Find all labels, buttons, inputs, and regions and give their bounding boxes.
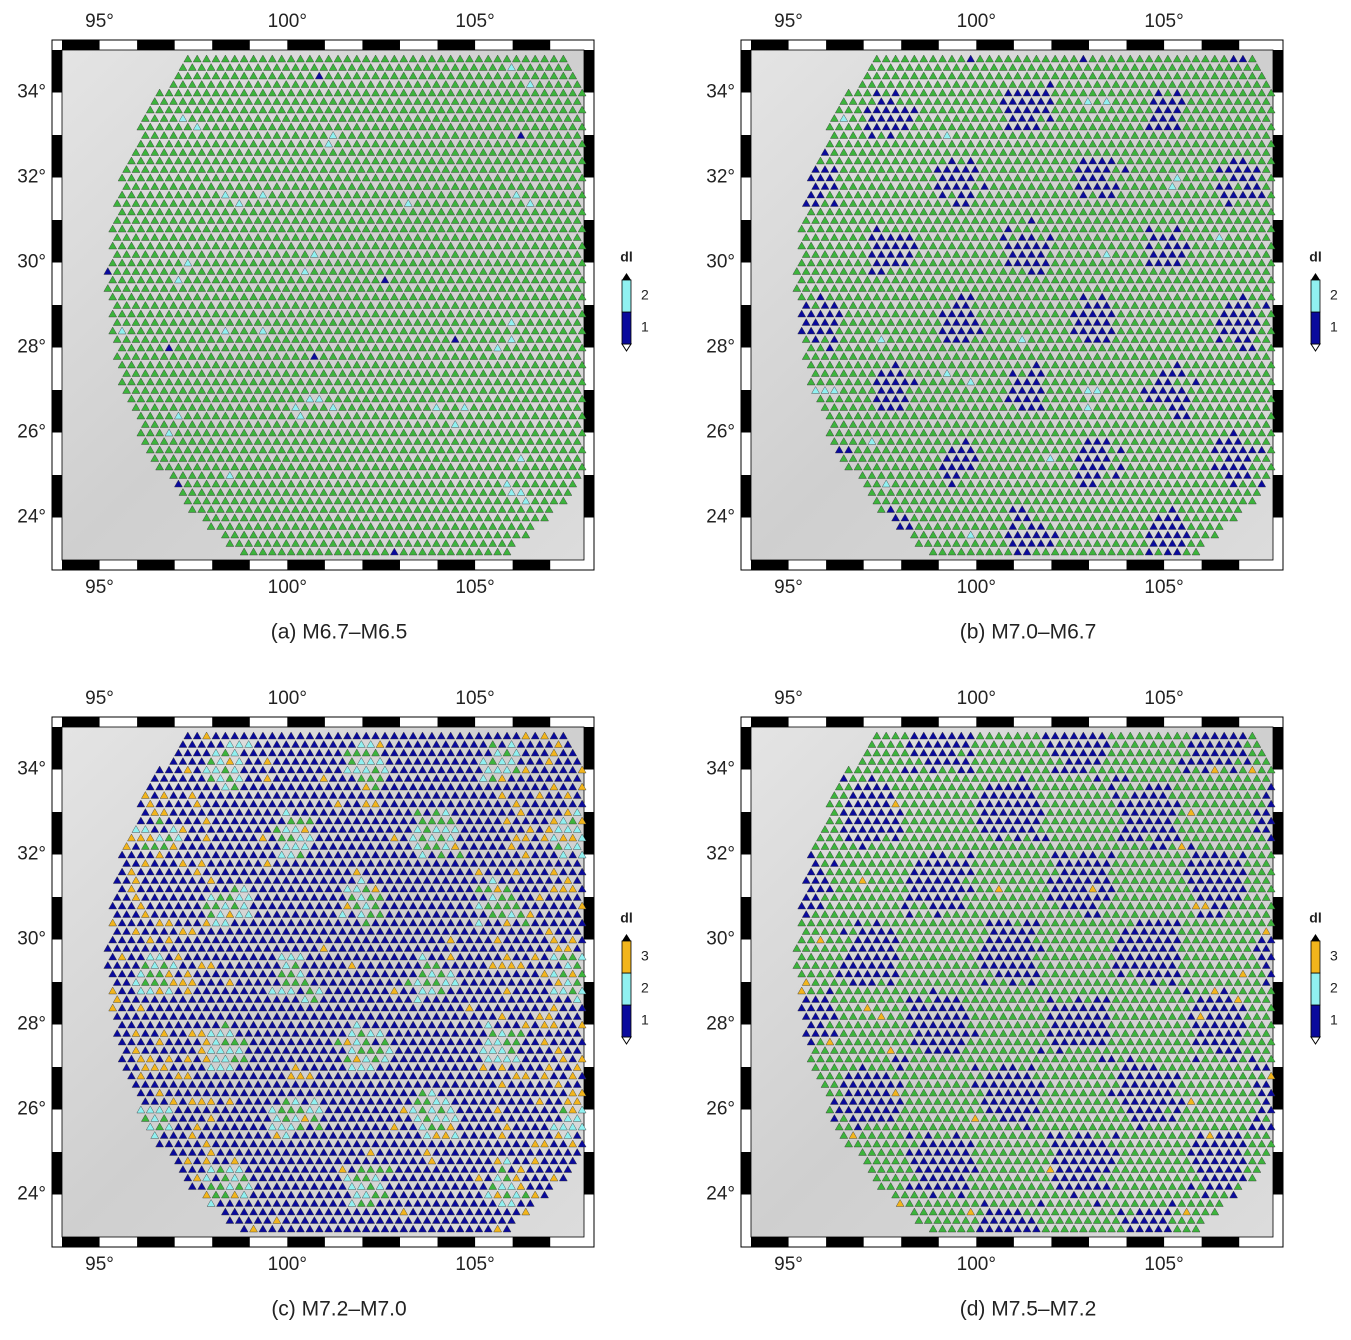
frame-segment (1127, 560, 1165, 570)
y-tick-label: 30° (706, 252, 735, 273)
frame-segment (1051, 560, 1089, 570)
frame-segment (52, 135, 62, 178)
frame-segment (584, 50, 594, 93)
frame-segment (751, 560, 789, 570)
frame-segment (137, 40, 175, 50)
frame-segment (826, 560, 864, 570)
x-tick-label: 100° (268, 577, 307, 598)
frame-segment (212, 40, 250, 50)
y-tick-label: 26° (17, 422, 46, 443)
frame-segment (1051, 40, 1089, 50)
x-tick-label: 105° (1144, 577, 1183, 598)
frame-segment (438, 40, 476, 50)
y-tick-label: 32° (706, 167, 735, 188)
frame-segment (1202, 560, 1240, 570)
frame-segment (1202, 40, 1240, 50)
frame-segment (584, 135, 594, 178)
frame-segment (52, 475, 62, 518)
y-tick-label: 28° (706, 337, 735, 358)
frame-segment (52, 220, 62, 263)
frame-segment (137, 560, 175, 570)
y-tick-label: 24° (17, 507, 46, 528)
frame-segment (513, 560, 551, 570)
x-tick-label: 100° (957, 577, 996, 598)
frame-segment (741, 475, 751, 518)
frame-segment (826, 40, 864, 50)
y-tick-label: 32° (17, 167, 46, 188)
frame-segment (1273, 390, 1283, 433)
map-panel: 95° 95° 100° 100° 105° 105° 24° 26° 28° 30° 32° 34°… (17, 11, 649, 644)
map-panel: 95° 95° 100° 100° 105° 105° 24° 26° 28° 30° 32° 34°… (706, 11, 1338, 644)
x-tick-label: 105° (455, 577, 494, 598)
x-tick-label: 95° (774, 11, 803, 32)
frame-segment (212, 560, 250, 570)
y-tick-label: 30° (17, 252, 46, 273)
frame-segment (584, 390, 594, 433)
frame-segment (1273, 220, 1283, 263)
colorbar-tick-label: 1 (641, 319, 649, 335)
x-tick-label: 100° (268, 11, 307, 32)
frame-segment (62, 40, 100, 50)
frame-segment (741, 305, 751, 348)
frame-segment (287, 40, 325, 50)
frame-segment (1127, 40, 1165, 50)
frame-segment (741, 135, 751, 178)
frame-segment (1273, 50, 1283, 93)
figure: 95° 95° 100° 100° 105° 105° 24° 26° 28° 30° 32° 34°… (0, 0, 1351, 1335)
x-tick-label: 100° (957, 11, 996, 32)
frame-segment (438, 560, 476, 570)
y-tick-label: 26° (706, 422, 735, 443)
colorbar-tick-label: 2 (641, 287, 649, 303)
x-tick-label: 95° (774, 577, 803, 598)
frame-segment (1273, 475, 1283, 518)
frame-segment (287, 560, 325, 570)
frame-segment (584, 475, 594, 518)
frame-segment (741, 390, 751, 433)
frame-segment (1273, 305, 1283, 348)
frame-segment (901, 560, 939, 570)
frame-segment (901, 40, 939, 50)
x-tick-label: 105° (1144, 11, 1183, 32)
frame-segment (584, 305, 594, 348)
panel-caption: (a) M6.7–M6.5 (271, 621, 408, 644)
y-tick-label: 24° (706, 507, 735, 528)
frame-segment (52, 390, 62, 433)
x-tick-label: 95° (85, 11, 114, 32)
frame-segment (513, 40, 551, 50)
colorbar-title: dl (620, 249, 632, 265)
frame-segment (52, 305, 62, 348)
frame-segment (362, 560, 400, 570)
frame-segment (976, 40, 1014, 50)
y-tick-label: 34° (17, 82, 46, 103)
colorbar-segment (622, 280, 631, 312)
frame-segment (62, 560, 100, 570)
frame-segment (52, 50, 62, 93)
x-tick-label: 105° (455, 11, 494, 32)
y-tick-label: 28° (17, 337, 46, 358)
colorbar-segment (622, 312, 631, 344)
frame-segment (976, 560, 1014, 570)
frame-segment (741, 50, 751, 93)
frame-segment (584, 220, 594, 263)
y-tick-label: 34° (706, 82, 735, 103)
frame-segment (741, 220, 751, 263)
frame-segment (362, 40, 400, 50)
frame-segment (1273, 135, 1283, 178)
colorbar-arrow (622, 344, 631, 351)
x-tick-label: 95° (85, 577, 114, 598)
colorbar-arrow (622, 273, 631, 280)
frame-segment (751, 40, 789, 50)
